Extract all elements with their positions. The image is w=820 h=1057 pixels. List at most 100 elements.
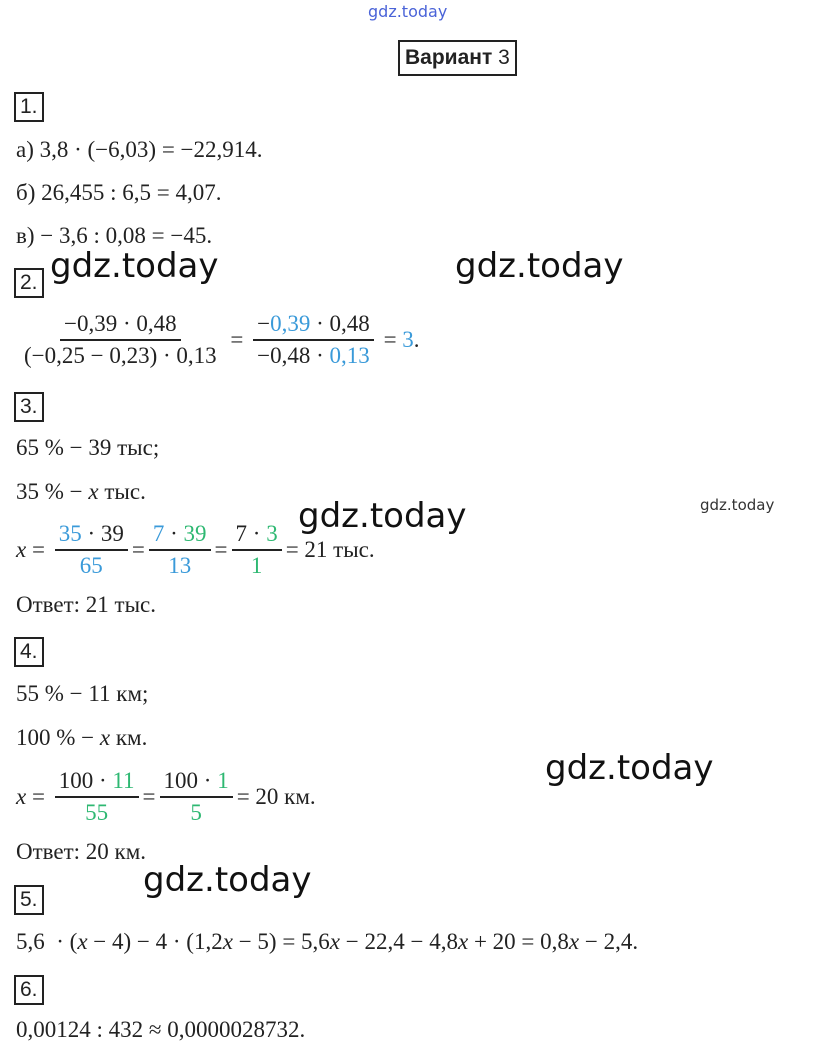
math-text: 13	[168, 553, 192, 578]
variable: x	[99, 725, 111, 750]
denominator: 1	[247, 551, 267, 579]
math-text: 7	[152, 521, 165, 546]
math-text: · 0,48	[310, 311, 370, 336]
math-text: + 20 = 0,8	[468, 929, 569, 954]
math-text: Ответ: 20 км.	[16, 839, 147, 864]
math-text: км.	[110, 725, 148, 750]
fraction: −0,39 · 0,48 −0,48 · 0,13	[253, 311, 374, 369]
math-text: −0,39 · 0,48	[64, 311, 177, 336]
math-text: =	[224, 327, 250, 352]
math-text: 0,13	[329, 343, 370, 368]
denominator: (−0,25 − 0,23) · 0,13	[20, 341, 221, 369]
math-text: 1	[250, 553, 263, 578]
numerator: 7 · 3	[231, 521, 282, 551]
math-text: 65	[79, 553, 103, 578]
solution-line: 65 % − 39 тыс;	[16, 433, 159, 463]
task-number: 4.	[14, 637, 44, 667]
variant-label: Вариант	[405, 46, 493, 69]
solution-line: 55 % − 11 км;	[16, 679, 148, 709]
math-text: −	[257, 311, 271, 336]
math-text: 100 ·	[58, 768, 113, 793]
solution-line: Ответ: 21 тыс.	[16, 590, 156, 620]
watermark: gdz.today	[368, 2, 448, 21]
math-text: − 22,4 − 4,8	[340, 929, 458, 954]
math-text: 3	[266, 521, 278, 546]
math-text: 3	[402, 327, 414, 352]
task-number: 1.	[14, 92, 44, 122]
numerator: 100 · 11	[54, 768, 139, 798]
task-number: 3.	[14, 392, 44, 422]
math-text: а) 3,8 · (−6,03) = −22,914.	[16, 137, 263, 162]
variable: x	[77, 929, 88, 954]
variable: x	[329, 929, 341, 954]
math-text: · 39	[81, 521, 124, 546]
math-text: ·	[164, 521, 184, 546]
fraction: 7 · 39 13	[148, 521, 211, 579]
math-text: 7 ·	[235, 521, 267, 546]
variable: x	[16, 537, 27, 562]
numerator: −0,39 · 0,48	[60, 311, 181, 341]
math-text: 5	[190, 800, 202, 825]
variable: x	[222, 929, 233, 954]
math-text: 5,6 · (	[16, 929, 78, 954]
math-text: .	[413, 327, 420, 352]
math-text: 100 % −	[16, 725, 100, 750]
solution-line: Ответ: 20 км.	[16, 837, 146, 867]
math-text: 55 % − 11 км;	[16, 681, 149, 706]
math-text: =	[377, 327, 403, 352]
math-text: 0,00124 : 432 ≈ 0,0000028732.	[16, 1017, 306, 1042]
numerator: 7 · 39	[148, 521, 211, 551]
task-number: 6.	[14, 975, 44, 1005]
variable: x	[88, 479, 99, 504]
denominator: 55	[81, 798, 112, 826]
math-text: 35	[58, 521, 82, 546]
solution-line: 100 % − x км.	[16, 723, 147, 753]
variant-title: Вариант 3	[398, 40, 517, 76]
solution-line: 5,6 · (x − 4) − 4 · (1,2 x − 5) = 5,6 x − …	[16, 927, 638, 957]
watermark: gdz.today	[455, 246, 624, 286]
solution-line: 0,00124 : 432 ≈ 0,0000028732.	[16, 1015, 305, 1045]
math-text: =	[131, 537, 145, 562]
watermark: gdz.today	[298, 496, 467, 536]
denominator: 5	[186, 798, 206, 826]
math-text: 55	[85, 800, 109, 825]
solution-line: x = 35 · 39 65 = 7 · 39 13 = 7 · 3 1 = 21 тыс.	[16, 515, 375, 585]
math-text: тыс.	[98, 479, 146, 504]
math-text: − 4) − 4 · (1,2	[87, 929, 223, 954]
watermark: gdz.today	[50, 246, 219, 286]
math-text: =	[142, 784, 156, 809]
math-text: =	[214, 537, 228, 562]
task-number: 5.	[14, 885, 44, 915]
math-text: (−0,25 − 0,23) · 0,13	[24, 343, 217, 368]
solution-line: −0,39 · 0,48 (−0,25 − 0,23) · 0,13 = −0,3…	[16, 305, 420, 375]
fraction: −0,39 · 0,48 (−0,25 − 0,23) · 0,13	[20, 311, 221, 369]
fraction: 100 · 11 55	[54, 768, 139, 826]
solution-line: x = 100 · 11 55 = 100 · 1 5 = 20 км.	[16, 762, 316, 832]
math-text: 0,39	[270, 311, 311, 336]
denominator: −0,48 · 0,13	[253, 341, 374, 369]
numerator: −0,39 · 0,48	[253, 311, 374, 341]
variable: x	[16, 784, 27, 809]
solution-line: б) 26,455 : 6,5 = 4,07.	[16, 178, 221, 208]
math-text: =	[26, 784, 51, 809]
variant-number: 3	[498, 46, 510, 69]
math-text: Ответ: 21 тыс.	[16, 592, 156, 617]
math-text: 11	[112, 768, 135, 793]
task-number: 2.	[14, 268, 44, 298]
solution-line: а) 3,8 · (−6,03) = −22,914.	[16, 135, 263, 165]
math-text: 1	[217, 768, 229, 793]
math-text: − 5) = 5,6	[232, 929, 330, 954]
variable: x	[568, 929, 580, 954]
math-text: =	[26, 537, 51, 562]
watermark: gdz.today	[700, 496, 775, 514]
denominator: 65	[76, 551, 107, 579]
numerator: 35 · 39	[54, 521, 128, 551]
math-text: 100 ·	[163, 768, 218, 793]
watermark: gdz.today	[545, 748, 714, 788]
math-text: 35 % −	[16, 479, 89, 504]
math-text: в) − 3,6 : 0,08 = −45.	[16, 223, 213, 248]
math-text: 39	[183, 521, 207, 546]
